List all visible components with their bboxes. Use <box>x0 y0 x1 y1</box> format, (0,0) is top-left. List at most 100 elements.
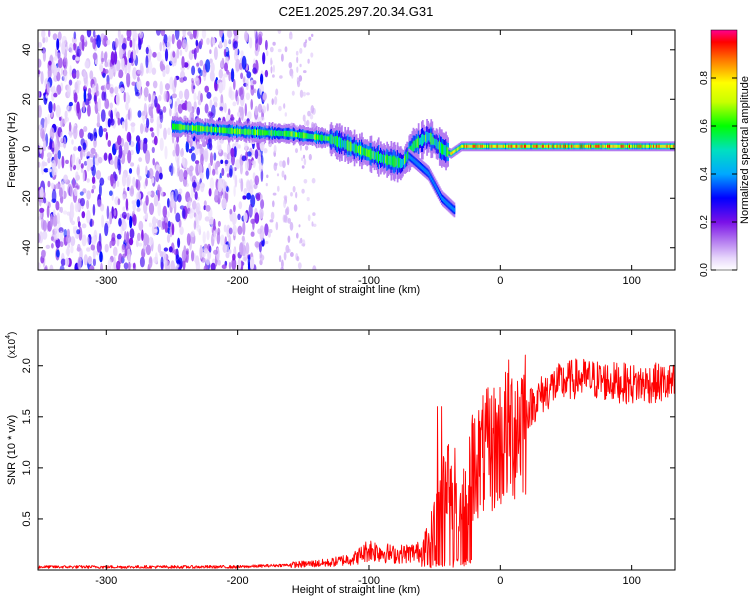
snr-scale-close: ) <box>7 332 18 335</box>
noise-blob <box>122 193 126 201</box>
noise-blob <box>266 174 269 179</box>
noise-blob <box>51 163 56 178</box>
noise-blob <box>91 176 96 184</box>
ridge-segment <box>587 144 589 148</box>
noise-blob <box>291 73 294 79</box>
colorbar: 0.0 0.2 0.4 0.6 0.8 Normalized spectral ampl… <box>699 29 750 277</box>
ridge-segment <box>209 126 212 132</box>
noise-blob <box>168 246 173 253</box>
ridge-segment <box>242 129 245 134</box>
ridge-segment <box>393 155 396 168</box>
noise-blob <box>77 256 82 270</box>
ridge-segment <box>531 144 533 148</box>
ridge-segment <box>313 134 316 140</box>
noise-blob <box>159 172 163 180</box>
ridge-segment <box>392 155 395 167</box>
ridge-segment <box>535 144 538 148</box>
noise-blob <box>70 245 74 254</box>
ridge-segment <box>599 144 602 148</box>
noise-blob <box>243 250 248 262</box>
noise-blob <box>213 46 218 60</box>
ridge-segment <box>400 158 402 169</box>
ridge-segment <box>495 144 498 148</box>
ridge-segment <box>185 125 188 130</box>
ridge-segment <box>187 125 190 131</box>
ridge-segment <box>643 144 646 148</box>
noise-blob <box>308 153 312 161</box>
ridge-segment <box>366 148 369 157</box>
noise-blob <box>247 254 251 269</box>
noise-blob <box>167 198 170 208</box>
ridge-segment <box>181 124 184 130</box>
ridge-segment <box>445 145 447 157</box>
branch-segment <box>414 159 417 164</box>
noise-blob <box>200 92 203 103</box>
noise-blob <box>283 195 288 200</box>
ridge-segment <box>235 128 237 134</box>
ridge-segment <box>224 127 227 134</box>
noise-blob <box>105 131 109 141</box>
branch-segment <box>442 197 444 201</box>
branch-segment <box>411 157 414 161</box>
noise-blob <box>155 164 160 173</box>
ridge-segment <box>173 123 175 130</box>
ridge-segment <box>465 144 467 148</box>
ridge-segment <box>326 135 329 141</box>
noise-blob <box>287 235 291 243</box>
ridge-segment <box>562 144 565 148</box>
noise-blob <box>92 248 96 260</box>
ridge-segment <box>574 144 577 148</box>
ridge-segment <box>508 144 510 148</box>
noise-blob <box>168 35 172 43</box>
noise-blob <box>216 79 220 85</box>
noise-blob <box>251 160 256 165</box>
ridge-segment <box>557 144 560 148</box>
noise-blob <box>95 83 99 94</box>
noise-blob <box>92 30 96 38</box>
noise-blob <box>250 99 253 110</box>
noise-blob <box>39 212 42 219</box>
noise-blob <box>230 114 234 119</box>
spectrogram-x-label: Height of straight line (km) <box>292 284 420 296</box>
ridge-segment <box>302 132 304 139</box>
noise-blob <box>143 215 147 220</box>
noise-blob <box>121 211 127 219</box>
ridge-segment <box>304 133 307 139</box>
noise-blob <box>47 157 51 164</box>
noise-blob <box>55 238 61 249</box>
ridge-segment <box>485 144 487 148</box>
noise-blob <box>235 58 241 72</box>
spectrogram-frame <box>37 29 676 271</box>
colorbar-tick-label: 0.0 <box>699 263 710 277</box>
noise-blob <box>92 38 97 50</box>
noise-blob <box>107 140 112 147</box>
noise-blob <box>272 200 275 208</box>
noise-blob <box>299 240 302 244</box>
ridge-segment <box>215 127 217 132</box>
ridge-segment <box>434 139 437 147</box>
branch-segment <box>447 202 449 206</box>
noise-blob <box>250 218 256 224</box>
noise-blob <box>52 56 58 61</box>
noise-blob <box>203 148 209 163</box>
noise-blob <box>159 137 164 151</box>
noise-blob <box>121 121 125 129</box>
noise-blob <box>191 152 196 162</box>
noise-blob <box>131 200 136 205</box>
noise-blob <box>104 69 109 74</box>
ridge-segment <box>389 156 392 165</box>
y-tick-label: 1.0 <box>21 460 33 475</box>
ridge-segment <box>207 126 210 133</box>
noise-blob <box>132 262 136 269</box>
noise-blob <box>138 39 142 51</box>
ridge-segment <box>634 144 636 148</box>
noise-blob <box>114 37 119 49</box>
ridge-segment <box>480 144 483 148</box>
colorbar-tick-label: 0.2 <box>699 215 710 229</box>
noise-blob <box>49 140 53 150</box>
noise-blob <box>139 62 144 77</box>
noise-blob <box>121 57 125 71</box>
noise-blob <box>306 119 310 127</box>
ridge-segment <box>343 140 345 148</box>
noise-blob <box>221 264 227 270</box>
